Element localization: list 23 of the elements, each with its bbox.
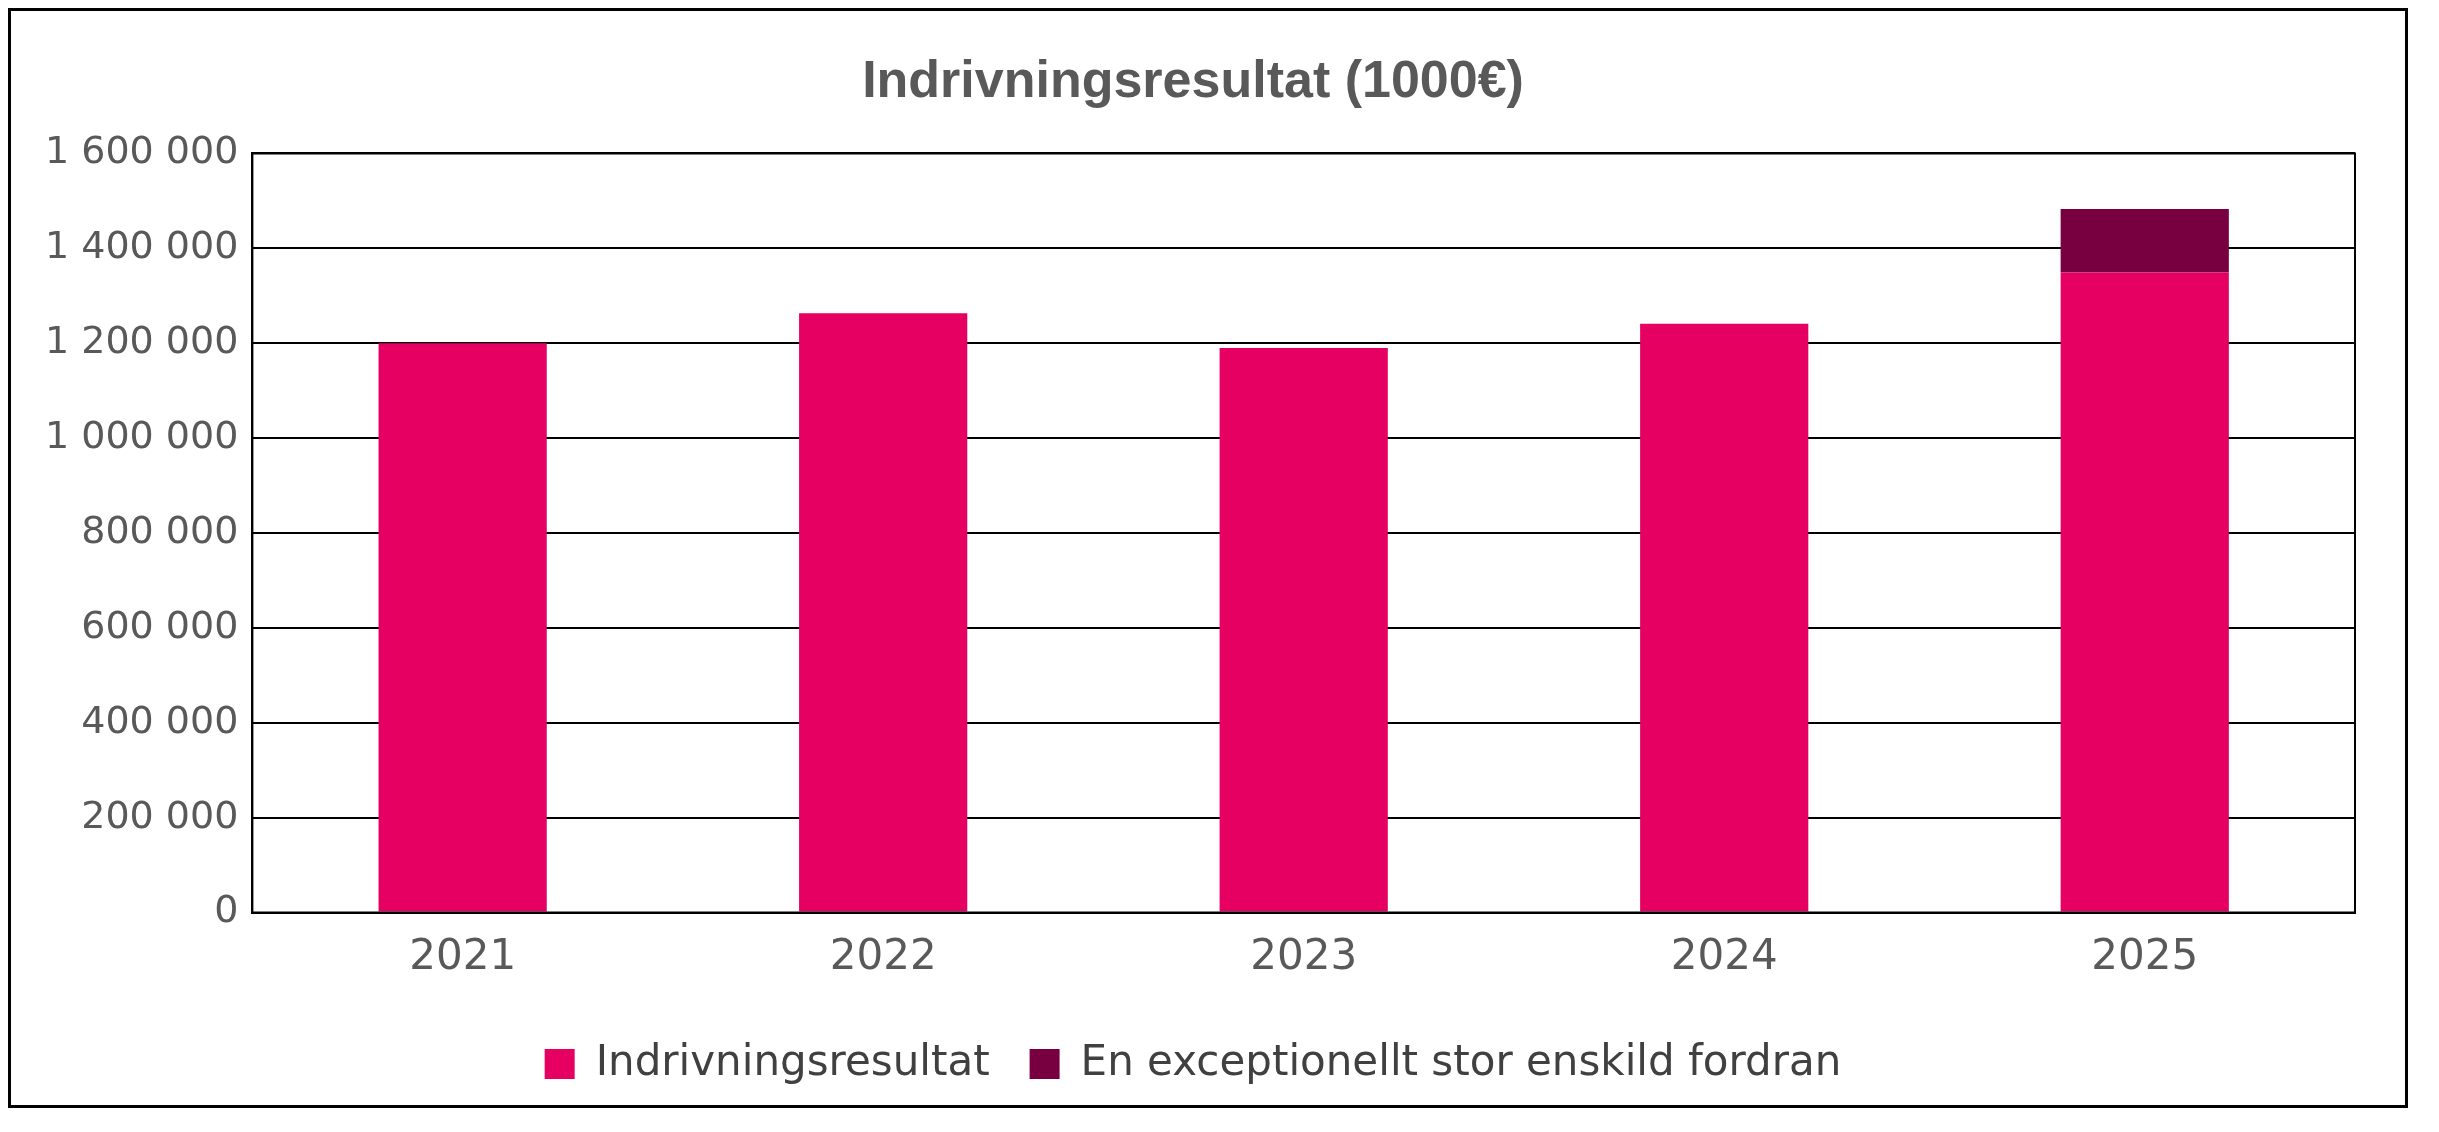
bar xyxy=(1640,323,1809,912)
chart-title: Indrivningsresultat (1000€) xyxy=(862,49,1524,108)
x-tick-label: 2024 xyxy=(1670,929,1778,979)
x-tick-label: 2023 xyxy=(1250,929,1358,979)
y-tick-label: 600 000 xyxy=(81,602,239,647)
x-tick-label: 2025 xyxy=(2091,929,2199,979)
bar xyxy=(378,343,547,912)
x-tick-label: 2021 xyxy=(409,929,517,979)
bar xyxy=(2060,208,2229,273)
y-tick-label: 1 400 000 xyxy=(44,223,239,268)
y-tick-label: 400 000 xyxy=(81,697,239,742)
y-tick-label: 1 000 000 xyxy=(44,412,239,457)
bar xyxy=(799,313,968,912)
legend-label: Indrivningsresultat xyxy=(595,1035,990,1085)
y-tick-label: 800 000 xyxy=(81,507,239,552)
y-tick-label: 200 000 xyxy=(81,792,239,837)
y-tick-label: 0 xyxy=(214,887,239,932)
x-tick-label: 2022 xyxy=(829,929,937,979)
y-tick-label: 1 200 000 xyxy=(44,318,239,363)
bar xyxy=(2060,272,2229,912)
y-tick-label: 1 600 000 xyxy=(44,128,239,173)
legend-label: En exceptionellt stor enskild fordran xyxy=(1080,1035,1842,1085)
bar xyxy=(1219,347,1388,912)
